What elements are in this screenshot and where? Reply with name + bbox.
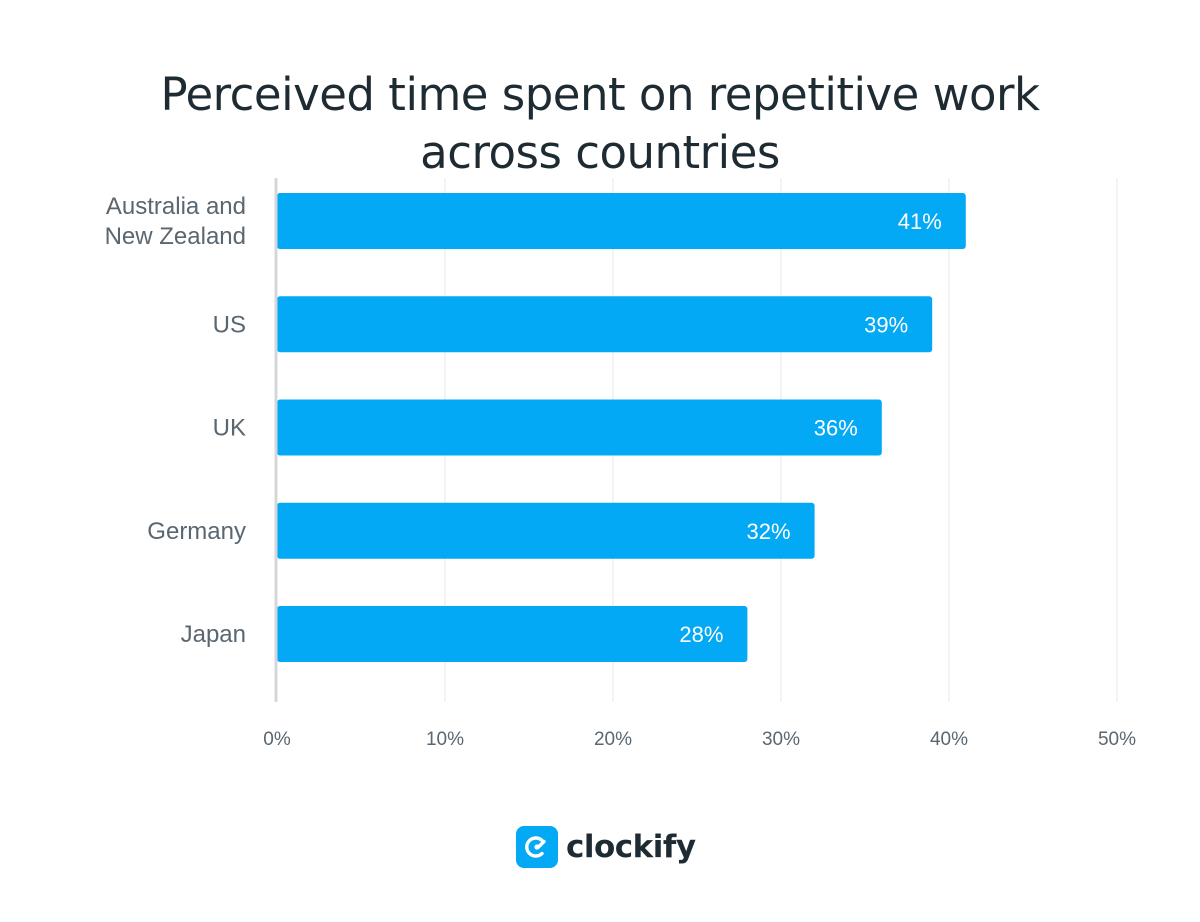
brand-name: clockify [566, 829, 696, 865]
chart-title-line-2: across countries [420, 126, 780, 180]
category-label-line: Germany [147, 518, 246, 545]
data-label: 41% [898, 209, 942, 234]
bar [277, 296, 933, 353]
data-label: 28% [679, 622, 723, 647]
category-label-line: Australia and [106, 193, 246, 220]
category-labels: Australia and New Zealand US UK Germany Japan [105, 193, 246, 648]
chart-title: Perceived time spent on repetitive work … [100, 66, 1100, 182]
data-label: 32% [747, 519, 791, 544]
category-label: Australia and New Zealand [105, 193, 246, 250]
x-axis-tick-labels: 0% 10% 20% 30% 40% 50% [263, 729, 1136, 750]
category-label-line: UK [213, 415, 246, 442]
clockify-brand: clockify [516, 825, 696, 869]
bar [277, 606, 748, 662]
data-label: 39% [864, 312, 908, 337]
bar [277, 193, 966, 249]
x-tick-label: 10% [426, 729, 464, 750]
chart-title-line-1: Perceived time spent on repetitive work [160, 68, 1040, 122]
data-label: 36% [814, 416, 858, 441]
bar-chart: 41% 39% 36% 32% 28% Australia and New Zealand… [105, 178, 1136, 750]
bar [277, 399, 882, 456]
x-tick-label: 30% [762, 729, 800, 750]
x-tick-label: 0% [263, 729, 291, 750]
bars: 41% 39% 36% 32% 28% [277, 193, 966, 662]
category-label: Germany [147, 518, 246, 545]
category-label-line: US [213, 311, 246, 338]
x-tick-label: 20% [594, 729, 632, 750]
category-label-line: New Zealand [105, 223, 246, 250]
category-label: UK [213, 415, 246, 442]
clockify-logo-icon [516, 826, 558, 868]
x-tick-label: 40% [930, 729, 968, 750]
x-tick-label: 50% [1098, 729, 1136, 750]
category-label: Japan [181, 621, 246, 648]
bar [277, 502, 815, 559]
category-label-line: Japan [181, 621, 246, 648]
category-label: US [213, 311, 246, 338]
